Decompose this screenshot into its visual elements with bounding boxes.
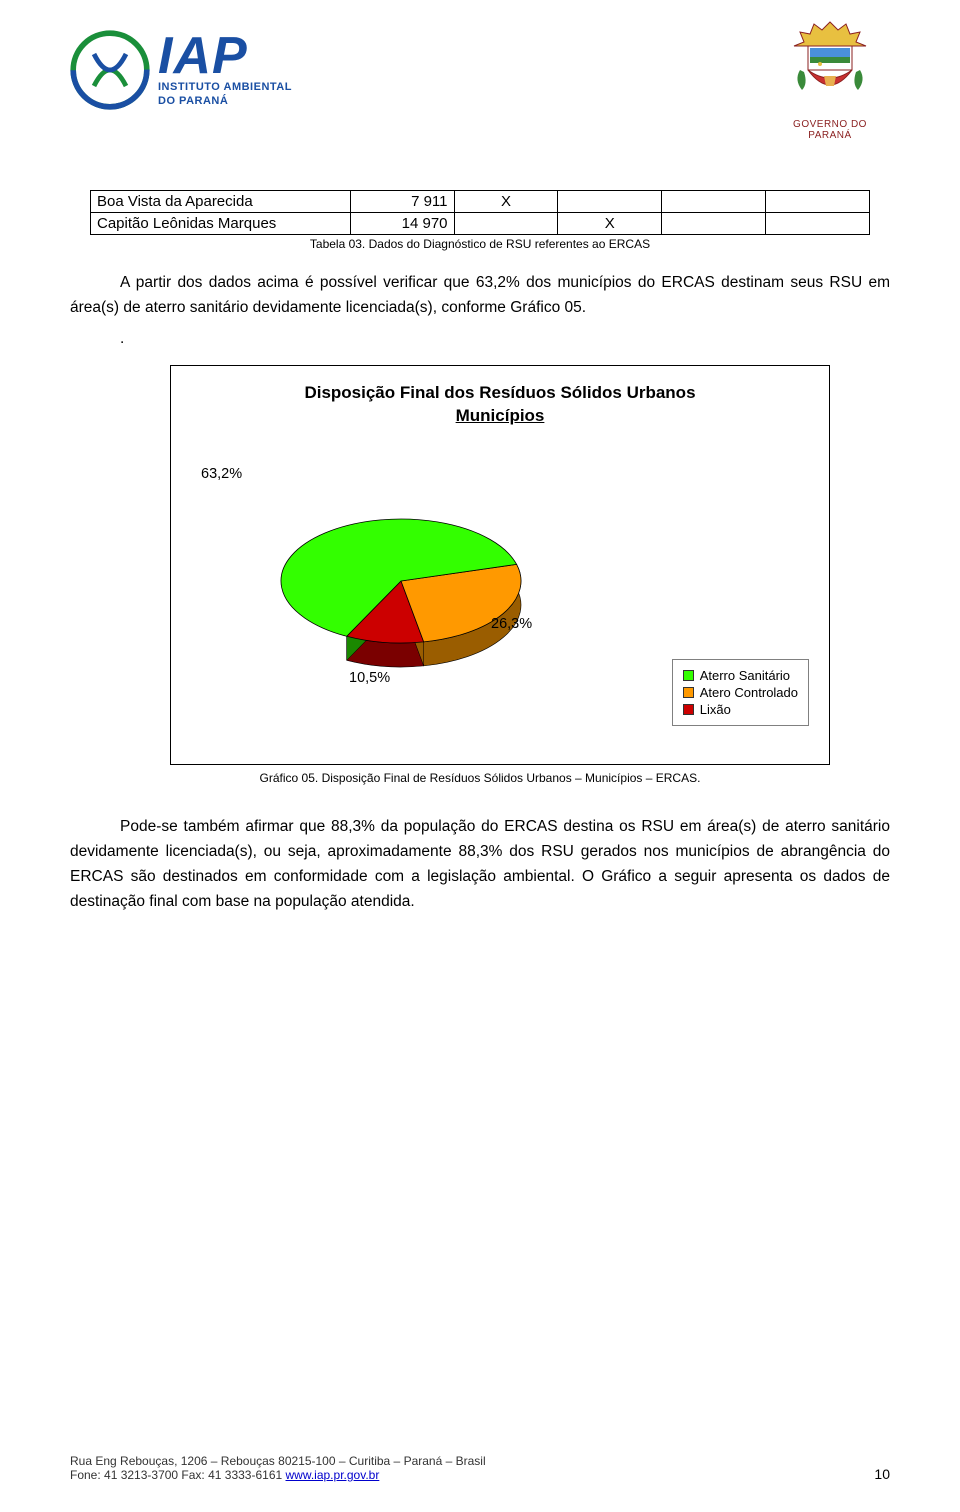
table-row: Capitão Leônidas Marques14 970 X (91, 213, 870, 235)
pie-label-0: 63,2% (201, 466, 242, 482)
iap-logo-icon (70, 30, 150, 110)
chart-caption: Gráfico 05. Disposição Final de Resíduos… (70, 771, 890, 785)
legend-swatch (683, 670, 694, 681)
gov-text: GOVERNO DO PARANÁ (770, 119, 890, 141)
table-cell (454, 213, 558, 235)
pie-chart-icon (271, 506, 531, 676)
legend-label: Atero Controlado (700, 685, 798, 700)
footer-line2-prefix: Fone: 41 3213-3700 Fax: 41 3333-6161 (70, 1468, 286, 1482)
legend-row: Aterro Sanitário (683, 668, 798, 683)
chart-title-line2: Municípios (456, 406, 545, 425)
table-cell (766, 191, 870, 213)
chart-legend: Aterro Sanitário Atero Controlado Lixão (672, 659, 809, 726)
table-row: Boa Vista da Aparecida7 911X (91, 191, 870, 213)
logo-sub-1: INSTITUTO AMBIENTAL (158, 81, 292, 93)
footer-line1: Rua Eng Rebouças, 1206 – Rebouças 80215-… (70, 1454, 890, 1468)
page-footer: Rua Eng Rebouças, 1206 – Rebouças 80215-… (70, 1454, 890, 1482)
legend-label: Lixão (700, 702, 731, 717)
logo-main-text: IAP (158, 33, 292, 80)
legend-label: Aterro Sanitário (700, 668, 790, 683)
paragraph-1: A partir dos dados acima é possível veri… (70, 271, 890, 321)
paragraph-1-wrap: A partir dos dados acima é possível veri… (70, 271, 890, 351)
footer-link[interactable]: www.iap.pr.gov.br (286, 1468, 380, 1482)
table-cell (662, 213, 766, 235)
pie-label-2: 10,5% (349, 670, 390, 686)
data-table-wrap: Boa Vista da Aparecida7 911XCapitão Leôn… (90, 190, 870, 251)
paragraph-2-wrap: Pode-se também afirmar que 88,3% da popu… (70, 815, 890, 914)
table-cell: Capitão Leônidas Marques (91, 213, 351, 235)
table-cell (662, 191, 766, 213)
footer-line2: Fone: 41 3213-3700 Fax: 41 3333-6161 www… (70, 1468, 890, 1482)
table-cell: X (558, 213, 662, 235)
paragraph-2: Pode-se também afirmar que 88,3% da popu… (70, 815, 890, 914)
chart-box: Disposição Final dos Resíduos Sólidos Ur… (170, 365, 830, 765)
page-header: IAP INSTITUTO AMBIENTAL DO PARANÁ GOVERN… (70, 20, 890, 180)
table-cell: 14 970 (350, 213, 454, 235)
legend-row: Lixão (683, 702, 798, 717)
chart-title: Disposição Final dos Resíduos Sólidos Ur… (191, 382, 809, 428)
page-number: 10 (874, 1466, 890, 1482)
logo-left: IAP INSTITUTO AMBIENTAL DO PARANÁ (70, 30, 292, 110)
table-cell: 7 911 (350, 191, 454, 213)
data-table: Boa Vista da Aparecida7 911XCapitão Leôn… (90, 190, 870, 235)
table-cell: X (454, 191, 558, 213)
table-caption: Tabela 03. Dados do Diagnóstico de RSU r… (90, 237, 870, 251)
pie-container (271, 506, 531, 681)
table-cell (558, 191, 662, 213)
logo-sub-2: DO PARANÁ (158, 95, 292, 107)
legend-swatch (683, 687, 694, 698)
stray-dot: . (70, 327, 890, 352)
table-cell (766, 213, 870, 235)
logo-right: GOVERNO DO PARANÁ (770, 20, 890, 141)
pie-area: 63,2% 26,3% 10,5% Aterro Sanitário Atero … (191, 446, 809, 726)
chart-title-line1: Disposição Final dos Resíduos Sólidos Ur… (304, 383, 695, 402)
parana-crest-icon (790, 20, 870, 110)
table-cell: Boa Vista da Aparecida (91, 191, 351, 213)
pie-label-1: 26,3% (491, 616, 532, 632)
legend-swatch (683, 704, 694, 715)
legend-row: Atero Controlado (683, 685, 798, 700)
